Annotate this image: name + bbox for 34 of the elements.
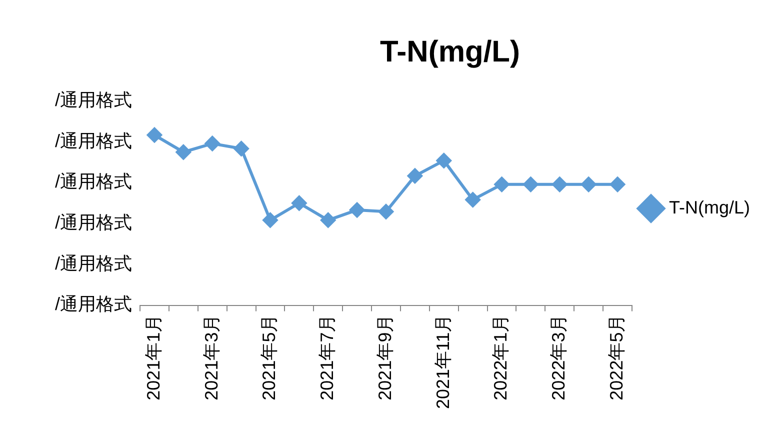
x-tick-label: 2021年5月: [259, 314, 280, 400]
point: [494, 176, 510, 192]
x-tick-label: 2022年5月: [606, 314, 626, 400]
x-tick-label: 2021年9月: [374, 314, 395, 400]
point: [176, 144, 191, 160]
x-tick-label: 2021年7月: [317, 314, 338, 400]
point: [262, 212, 278, 228]
point: [523, 176, 538, 192]
legend-label: T-N(mg/L): [669, 197, 750, 218]
chart-title: T-N(mg/L): [380, 35, 520, 68]
text: /通用格式: [54, 130, 132, 151]
text: /通用格式: [54, 172, 132, 192]
point: [350, 202, 365, 218]
x-tick-label: 2022年1月: [490, 314, 511, 400]
x-tick-label: 2021年3月: [201, 314, 222, 400]
text: /通用格式: [54, 90, 132, 110]
point: [552, 176, 568, 192]
point: [465, 192, 480, 208]
text: /通用格式: [54, 294, 132, 314]
text: /通用格式: [54, 253, 132, 274]
point: [146, 128, 162, 143]
point: [204, 136, 220, 152]
point: [234, 141, 249, 156]
x-tick-label: 2021年1月: [143, 314, 164, 400]
point: [407, 168, 422, 184]
point: [292, 196, 307, 211]
text: /通用格式: [54, 212, 132, 233]
point: [436, 153, 452, 168]
point: [610, 176, 626, 192]
point: [320, 212, 336, 228]
x-tick-label: 2021年11月: [432, 314, 453, 410]
point: [378, 204, 394, 220]
point: [581, 176, 596, 192]
x-tick-label: 2022年3月: [548, 314, 569, 400]
